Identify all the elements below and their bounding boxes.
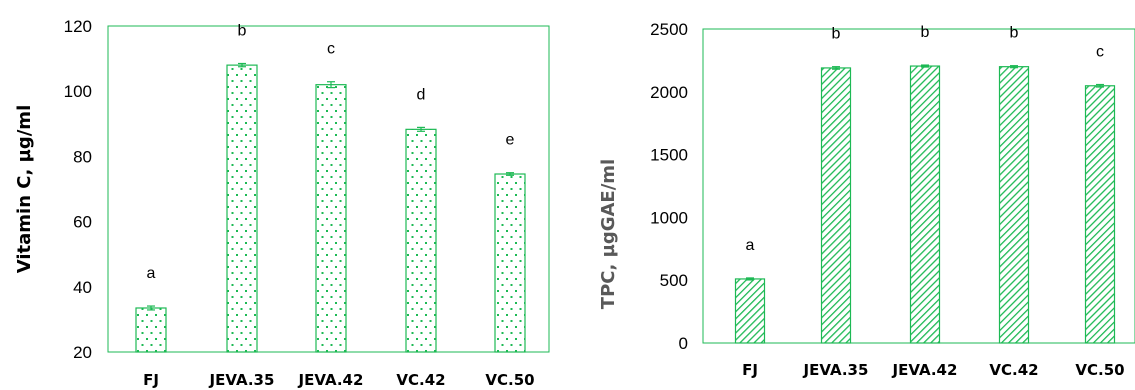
tpc-chart: TPC, µgGAE/ml 0 500 1000 1500 2000 2500 a b b b c…	[598, 20, 1135, 379]
significance-letter: e	[506, 132, 515, 149]
y-tick-labels: 20 40 60 80 100 120	[64, 17, 92, 362]
y-tick-label: 80	[73, 147, 92, 166]
y-tick-label: 120	[64, 17, 92, 36]
bars: a b b b c	[734, 24, 1116, 344]
category-label: JEVA.35	[803, 361, 869, 379]
y-tick-label: 2000	[650, 83, 688, 102]
bar-jeva-42	[315, 84, 347, 353]
bars: a b c d e	[135, 22, 526, 353]
y-axis-label: TPC, µgGAE/ml	[598, 159, 619, 309]
category-label: JEVA.42	[892, 361, 958, 379]
category-label: VC.50	[1075, 361, 1124, 379]
bar-jeva-42	[909, 65, 941, 344]
y-tick-label: 60	[73, 213, 92, 232]
bar-fj	[734, 278, 766, 344]
bar-vc-42	[998, 66, 1030, 344]
bar-jeva-35	[226, 64, 258, 353]
y-tick-label: 20	[73, 343, 92, 362]
category-labels: FJ JEVA.35 JEVA.42 VC.42 VC.50	[143, 371, 535, 389]
significance-letter: d	[417, 86, 426, 103]
bar-jeva-35	[820, 67, 852, 344]
category-label: VC.50	[485, 371, 534, 389]
y-tick-label: 500	[660, 271, 688, 290]
y-axis-label: Vitamin C, µg/ml	[14, 105, 35, 274]
y-tick-label: 0	[679, 334, 688, 353]
significance-letter: c	[1096, 44, 1104, 61]
significance-letter: a	[746, 237, 755, 254]
y-tick-label: 40	[73, 278, 92, 297]
significance-letter: b	[832, 26, 841, 43]
y-tick-label: 100	[64, 82, 92, 101]
y-tick-label: 1000	[650, 208, 688, 227]
significance-letter: b	[1010, 25, 1019, 42]
significance-letter: b	[238, 22, 247, 39]
significance-letter: c	[327, 41, 335, 58]
category-label: VC.42	[989, 361, 1038, 379]
category-label: JEVA.35	[209, 371, 275, 389]
category-labels: FJ JEVA.35 JEVA.42 VC.42 VC.50	[742, 361, 1125, 379]
y-tick-label: 1500	[650, 146, 688, 165]
vitamin-c-chart: Vitamin C, µg/ml 20 40 60 80 100 120 a b c d e FJ…	[14, 17, 550, 389]
bar-vc-50	[494, 173, 526, 353]
y-tick-labels: 0 500 1000 1500 2000 2500	[650, 20, 688, 353]
bar-fj	[135, 307, 167, 353]
significance-letter: a	[147, 265, 156, 282]
bar-vc-50	[1084, 85, 1116, 344]
significance-letter: b	[921, 24, 930, 41]
category-label: FJ	[143, 371, 159, 389]
category-label: VC.42	[396, 371, 445, 389]
y-tick-label: 2500	[650, 20, 688, 39]
bar-vc-42	[405, 128, 437, 353]
category-label: FJ	[742, 361, 758, 379]
category-label: JEVA.42	[298, 371, 364, 389]
